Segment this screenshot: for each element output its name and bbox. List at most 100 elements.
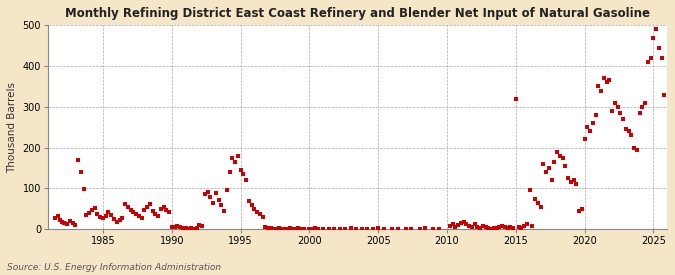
Point [263,226,273,230]
Point [101,214,111,218]
Point [244,199,254,204]
Point [414,227,425,231]
Point [70,223,81,227]
Point [194,223,205,227]
Point [601,80,612,84]
Point [111,219,122,224]
Point [313,227,323,231]
Point [167,224,178,229]
Point [213,197,224,202]
Point [632,147,643,152]
Point [271,227,281,231]
Point [277,227,288,231]
Point [158,205,169,209]
Point [310,226,321,230]
Point [216,202,227,207]
Point [334,227,345,231]
Point [367,227,378,231]
Point [502,226,513,230]
Point [89,206,100,210]
Point [582,125,593,130]
Point [472,224,483,229]
Point [543,166,554,170]
Point [392,227,403,231]
Point [298,227,309,231]
Point [373,226,383,230]
Point [340,227,350,231]
Point [560,164,571,168]
Point [178,226,188,230]
Point [268,227,279,231]
Point [81,213,92,217]
Point [585,129,595,133]
Point [516,226,526,230]
Point [464,224,475,228]
Point [612,104,623,109]
Point [546,178,557,182]
Point [346,226,356,230]
Text: Source: U.S. Energy Information Administration: Source: U.S. Energy Information Administ… [7,263,221,272]
Point [508,226,518,230]
Point [84,211,95,215]
Point [447,222,458,226]
Point [587,121,598,125]
Point [109,217,119,221]
Point [279,227,290,231]
Point [571,182,582,186]
Point [461,222,472,226]
Point [477,224,488,228]
Point [491,226,502,230]
Point [183,227,194,231]
Point [49,216,60,220]
Point [634,111,645,115]
Point [153,214,163,218]
Point [656,56,667,60]
Point [144,202,155,206]
Point [535,205,546,209]
Point [68,221,78,225]
Point [541,170,551,174]
Point [599,76,610,81]
Point [351,227,362,231]
Point [76,170,86,174]
Point [296,227,306,231]
Point [604,78,615,82]
Point [134,214,144,218]
Point [618,117,628,121]
Point [65,219,76,223]
Point [651,27,661,32]
Point [155,207,166,211]
Point [252,210,263,214]
Point [659,92,670,97]
Point [139,207,150,212]
Point [199,192,210,197]
Point [188,227,199,231]
Point [191,226,202,230]
Point [524,188,535,192]
Point [78,187,89,191]
Point [241,178,252,182]
Point [169,225,180,230]
Point [433,227,444,231]
Point [323,227,334,231]
Point [329,227,340,231]
Point [246,203,257,208]
Point [282,227,293,231]
Point [232,153,243,158]
Point [92,211,103,216]
Point [563,176,574,180]
Point [131,211,142,216]
Point [230,160,240,164]
Point [574,208,585,213]
Point [483,226,493,230]
Point [73,158,84,162]
Point [125,207,136,212]
Point [500,224,510,229]
Point [235,168,246,172]
Point [59,221,70,226]
Point [596,88,607,93]
Point [285,226,296,230]
Point [205,195,216,200]
Point [428,227,439,231]
Point [114,218,125,222]
